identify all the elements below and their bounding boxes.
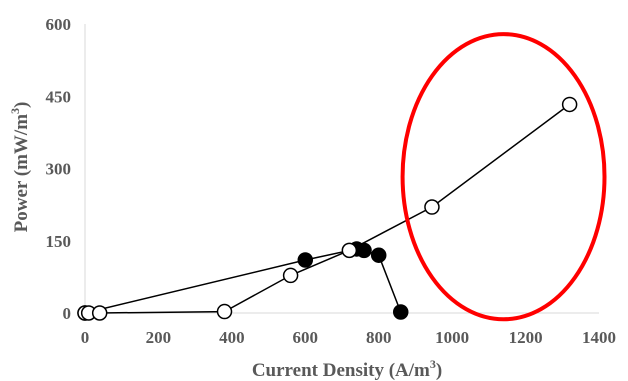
series-2-point: [424, 199, 440, 215]
series-2-point: [282, 267, 299, 284]
series-2-point: [561, 96, 578, 113]
y-tick-label: 600: [46, 15, 72, 34]
x-tick-label: 0: [81, 328, 90, 347]
y-axis-title-tail: ): [11, 102, 32, 108]
x-tick-label: 200: [146, 328, 172, 347]
series-1: [77, 241, 409, 321]
y-tick-label: 150: [46, 232, 72, 251]
annotation-layer: [400, 32, 607, 322]
y-tick-label: 450: [46, 87, 72, 106]
x-tick-labels: 0 200 400 600 800 1000 1200 1400: [81, 328, 616, 347]
series-2-point: [341, 242, 358, 259]
x-axis-title-tail: ): [436, 360, 442, 381]
x-axis-title-main: Current Density (A/m: [252, 360, 430, 381]
x-tick-label: 1200: [509, 328, 543, 347]
series-1-point: [297, 252, 314, 268]
x-tick-label: 400: [219, 328, 245, 347]
series-layer: [77, 96, 578, 321]
y-tick-label: 300: [46, 160, 72, 179]
y-tick-labels: 0 150 300 450 600: [46, 15, 72, 323]
series-1-point: [392, 304, 409, 320]
x-tick-label: 800: [366, 328, 392, 347]
highlight-ellipse: [400, 32, 607, 322]
x-axis-title: Current Density (A/m3): [252, 357, 442, 381]
series-1-line: [84, 248, 402, 314]
series-2-point: [91, 305, 108, 321]
x-axis-title-superscript: 3: [430, 357, 436, 371]
axes: [84, 24, 599, 314]
series-2: [77, 96, 578, 321]
x-tick-label: 600: [293, 328, 319, 347]
y-axis-title: Power (mW/m3): [8, 102, 32, 233]
y-tick-label: 0: [63, 304, 72, 323]
series-1-point: [370, 247, 387, 263]
y-axis-title-superscript: 3: [8, 108, 22, 114]
x-tick-label: 1000: [435, 328, 469, 347]
y-axis-title-main: Power (mW/m: [11, 114, 32, 233]
series-2-point: [216, 303, 233, 320]
series-2-line: [85, 103, 571, 314]
x-tick-label: 1400: [582, 328, 616, 347]
